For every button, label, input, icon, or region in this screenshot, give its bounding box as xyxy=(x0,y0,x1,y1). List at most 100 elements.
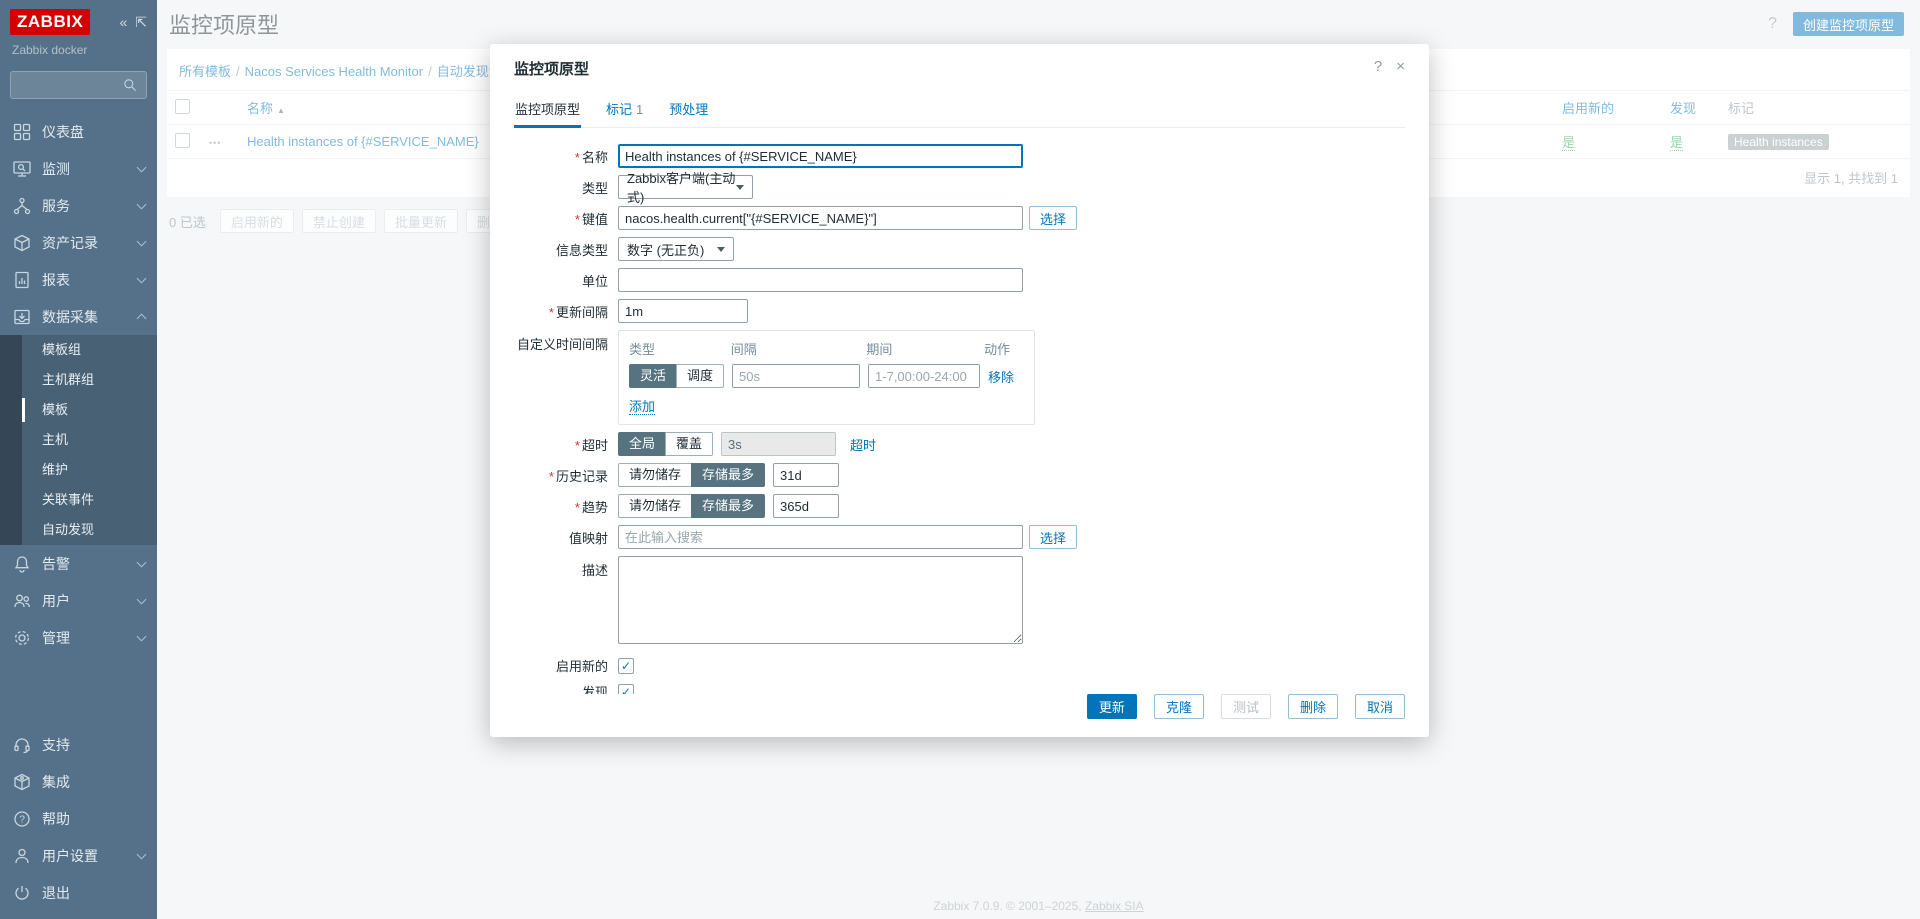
discover-checkbox[interactable]: ✓ xyxy=(618,683,634,694)
description-label: 描述 xyxy=(581,563,608,578)
chevron-down-icon xyxy=(136,631,147,641)
sidebar-item-monitoring[interactable]: 监测 xyxy=(0,150,157,187)
sidebar-item-dashboard[interactable]: 仪表盘 xyxy=(0,113,157,150)
tab-label: 标记 xyxy=(606,102,633,117)
item-prototype-dialog: 监控项原型 ? × 监控项原型 标记1 预处理 *名称 类型 Zabbix客户端… xyxy=(490,44,1429,737)
timeout-global-toggle[interactable]: 全局 xyxy=(618,432,667,456)
sidebar-search[interactable] xyxy=(10,71,147,99)
sidebar-collapse-icon[interactable]: « xyxy=(119,13,128,30)
delay-input[interactable] xyxy=(732,364,861,388)
sidebar-item-user-settings[interactable]: 用户设置 xyxy=(0,837,157,874)
timeouts-link[interactable]: 超时 xyxy=(850,437,877,453)
user-icon xyxy=(15,848,29,863)
description-textarea[interactable] xyxy=(618,556,1023,644)
inventory-icon xyxy=(14,234,30,251)
sidebar-item-administration[interactable]: 管理 xyxy=(0,619,157,656)
history-store-up-to-toggle[interactable]: 存储最多 xyxy=(691,463,766,487)
enabled-checkbox[interactable]: ✓ xyxy=(618,657,634,674)
menu-label: 退出 xyxy=(42,884,70,901)
power-icon xyxy=(15,885,29,900)
cancel-button[interactable]: 取消 xyxy=(1354,694,1405,719)
key-input[interactable] xyxy=(618,206,1023,230)
required-marker: * xyxy=(574,437,580,453)
delete-button[interactable]: 删除 xyxy=(1287,694,1338,719)
required-marker: * xyxy=(574,149,580,165)
menu-label: 集成 xyxy=(42,773,70,790)
enabled-label: 启用新的 xyxy=(555,659,608,674)
tab-item-prototype[interactable]: 监控项原型 xyxy=(514,99,582,128)
sidebar-undock-icon[interactable]: ⇱ xyxy=(135,13,147,30)
menu-label: 告警 xyxy=(42,555,70,572)
history-toggle: 请勿储存 存储最多 xyxy=(618,463,766,487)
test-button[interactable]: 测试 xyxy=(1220,694,1271,719)
search-icon xyxy=(124,79,136,91)
sidebar-item-event-correlation[interactable]: 关联事件 xyxy=(42,492,95,507)
sidebar-item-alerts[interactable]: 告警 xyxy=(0,545,157,582)
sidebar-item-discovery[interactable]: 自动发现 xyxy=(42,522,95,537)
chevron-down-icon xyxy=(136,236,147,246)
sidebar-item-services[interactable]: 服务 xyxy=(0,187,157,224)
sidebar-item-signout[interactable]: 退出 xyxy=(0,874,157,911)
menu-label: 用户 xyxy=(42,592,70,609)
type-label: 类型 xyxy=(581,180,608,196)
key-select-button[interactable]: 选择 xyxy=(1029,206,1078,230)
col-period: 期间 xyxy=(866,342,893,357)
chevron-down-icon xyxy=(136,849,147,859)
sidebar-item-inventory[interactable]: 资产记录 xyxy=(0,224,157,261)
tab-tags[interactable]: 标记 1 xyxy=(605,99,644,127)
sidebar-item-reports[interactable]: 报表 xyxy=(0,261,157,298)
flexible-toggle[interactable]: 灵活 xyxy=(629,364,678,388)
chevron-down-icon xyxy=(136,199,147,209)
sidebar-item-maintenance[interactable]: 维护 xyxy=(42,462,69,477)
menu-label: 用户设置 xyxy=(42,847,98,864)
server-name: Zabbix docker xyxy=(12,43,88,57)
trends-store-up-to-toggle[interactable]: 存储最多 xyxy=(691,494,766,518)
clone-button[interactable]: 克隆 xyxy=(1153,694,1204,719)
headset-icon xyxy=(14,737,30,753)
required-marker: * xyxy=(548,304,554,320)
update-button[interactable]: 更新 xyxy=(1086,694,1137,719)
col-interval: 间隔 xyxy=(730,342,757,357)
sidebar-item-support[interactable]: 支持 xyxy=(0,726,157,763)
period-input[interactable] xyxy=(868,364,981,388)
sidebar-item-hosts[interactable]: 主机 xyxy=(42,432,69,447)
data-collection-submenu: 模板组 主机群组 模板 主机 维护 关联事件 自动发现 xyxy=(0,335,157,545)
dialog-help-icon[interactable]: ? xyxy=(1373,58,1383,75)
history-do-not-store-toggle[interactable]: 请勿储存 xyxy=(618,463,693,487)
timeout-override-toggle[interactable]: 覆盖 xyxy=(665,432,714,456)
value-type-select[interactable]: 数字 (无正负) xyxy=(618,237,734,261)
search-input[interactable] xyxy=(19,77,122,93)
trends-input[interactable] xyxy=(773,494,840,518)
menu-label: 报表 xyxy=(42,271,70,288)
history-input[interactable] xyxy=(773,463,840,487)
sidebar-item-users[interactable]: 用户 xyxy=(0,582,157,619)
trends-toggle: 请勿储存 存储最多 xyxy=(618,494,766,518)
valuemap-select-button[interactable]: 选择 xyxy=(1029,525,1078,549)
history-label: 历史记录 xyxy=(555,468,608,484)
services-icon xyxy=(13,197,31,214)
sidebar-item-data-collection[interactable]: 数据采集 xyxy=(0,298,157,335)
timeout-input xyxy=(721,432,837,456)
units-input[interactable] xyxy=(618,268,1023,292)
trends-do-not-store-toggle[interactable]: 请勿储存 xyxy=(618,494,693,518)
menu-label: 资产记录 xyxy=(42,234,98,251)
chevron-down-icon xyxy=(136,594,147,604)
sidebar-item-help[interactable]: ? 帮助 xyxy=(0,800,157,837)
add-interval-link[interactable]: 添加 xyxy=(629,399,656,415)
remove-interval-link[interactable]: 移除 xyxy=(988,369,1015,385)
tab-tags-count: 1 xyxy=(636,102,644,117)
sidebar-item-integrations[interactable]: 集成 xyxy=(0,763,157,800)
type-select[interactable]: Zabbix客户端(主动式) xyxy=(618,171,753,205)
menu-label: 仪表盘 xyxy=(42,123,84,140)
zabbix-logo[interactable]: ZABBIX xyxy=(10,9,91,35)
sidebar-item-host-groups[interactable]: 主机群组 xyxy=(42,372,95,387)
sidebar-item-template-groups[interactable]: 模板组 xyxy=(42,342,82,357)
sidebar-item-templates[interactable]: 模板 xyxy=(0,395,157,425)
update-interval-input[interactable] xyxy=(618,299,748,323)
scheduling-toggle[interactable]: 调度 xyxy=(676,364,725,388)
name-input[interactable] xyxy=(618,144,1023,168)
valuemap-input[interactable] xyxy=(618,525,1023,549)
close-icon[interactable]: × xyxy=(1396,58,1405,75)
tab-preprocessing[interactable]: 预处理 xyxy=(669,102,709,117)
dialog-tabs: 监控项原型 标记 1 预处理 xyxy=(514,99,1405,128)
